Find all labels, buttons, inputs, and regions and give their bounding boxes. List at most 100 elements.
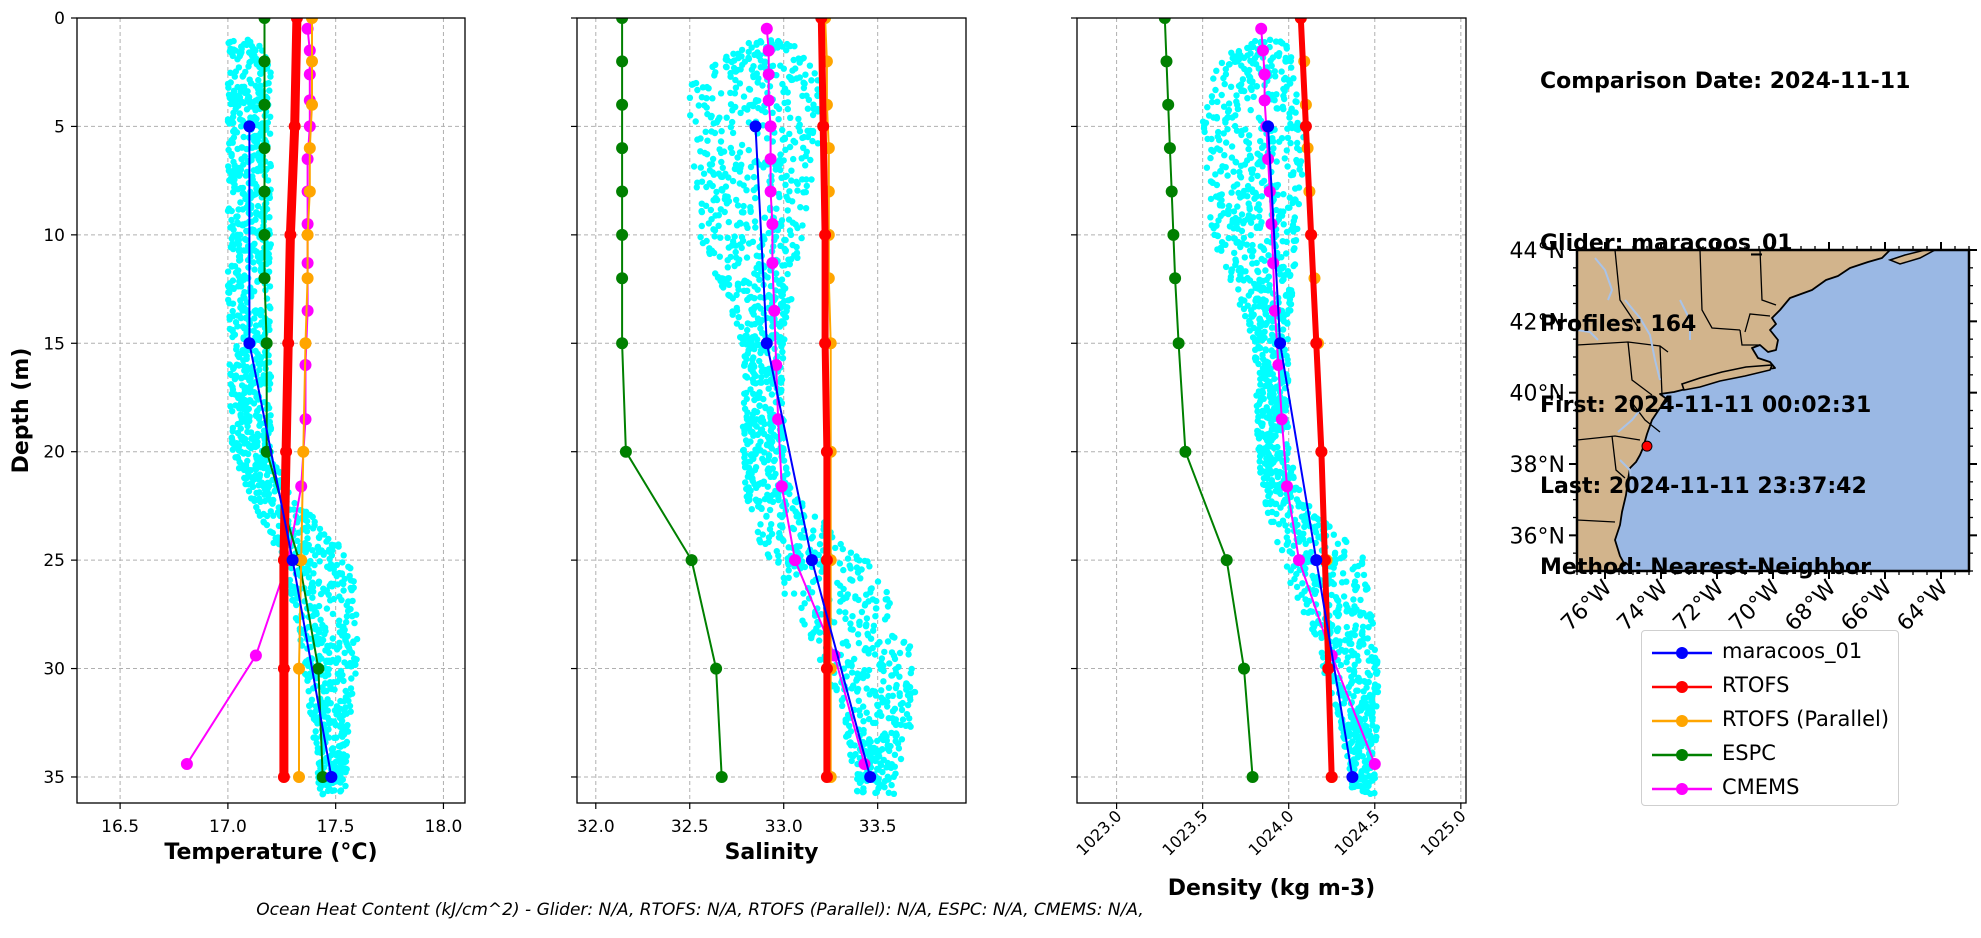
- scatter-point: [241, 153, 248, 160]
- scatter-point: [253, 104, 261, 111]
- scatter-point: [1341, 648, 1349, 655]
- scatter-point: [1251, 280, 1258, 288]
- scatter-point: [1267, 383, 1274, 390]
- scatter-point: [711, 233, 718, 240]
- scatter-point: [802, 162, 809, 169]
- scatter-point: [1340, 593, 1348, 600]
- scatter-point: [1269, 371, 1277, 378]
- scatter-point: [297, 547, 304, 555]
- scatter-point: [1345, 731, 1353, 739]
- scatter-point: [1356, 640, 1364, 647]
- scatter-point: [1351, 563, 1359, 570]
- scatter-point: [251, 288, 258, 295]
- scatter-point: [746, 495, 753, 503]
- scatter-point: [329, 610, 337, 618]
- scatter-point: [746, 86, 754, 93]
- scatter-point: [786, 143, 794, 151]
- scatter-point: [745, 347, 752, 354]
- series-espc-point: [258, 98, 271, 111]
- series-rtofs-parallel-point: [301, 228, 314, 241]
- series-maracoos-01-line: [754, 126, 872, 778]
- series-espc-point: [258, 142, 271, 155]
- scatter-point: [1232, 112, 1239, 119]
- scatter-point: [250, 167, 258, 174]
- scatter-point: [1223, 139, 1230, 146]
- scatter-point: [1247, 232, 1255, 239]
- scatter-point: [705, 220, 712, 227]
- scatter-point: [335, 656, 342, 664]
- series-espc-point: [616, 55, 629, 68]
- scatter-point: [253, 489, 260, 497]
- scatter-point: [881, 648, 888, 656]
- series-espc-point: [1172, 337, 1185, 350]
- info-spacer: [1540, 149, 1910, 176]
- scatter-point: [710, 171, 718, 178]
- scatter-point: [248, 495, 255, 502]
- scatter-point: [1287, 271, 1294, 279]
- scatter-point: [1271, 97, 1278, 104]
- scatter-point: [757, 438, 764, 445]
- scatter-point: [891, 751, 899, 758]
- series-rtofs-point: [1315, 445, 1328, 458]
- scatter-point: [245, 488, 253, 495]
- scatter-point: [247, 429, 255, 436]
- scatter-point: [251, 315, 258, 322]
- scatter-point: [757, 521, 764, 528]
- scatter-point: [247, 365, 254, 373]
- x-tick-label: 1023.5: [1158, 806, 1211, 859]
- scatter-point: [236, 312, 243, 319]
- scatter-point: [1268, 347, 1275, 354]
- scatter-point: [316, 652, 323, 660]
- scatter-point: [237, 425, 244, 432]
- x-tick-label: 1024.0: [1245, 806, 1298, 859]
- map: 44°N42°N40°N38°N36°N76°W74°W72°W70°W68°W…: [1510, 239, 1977, 636]
- scatter-point: [323, 587, 331, 594]
- scatter-point: [1215, 217, 1222, 224]
- scatter-point: [1293, 91, 1300, 98]
- scatter-point: [706, 245, 713, 252]
- scatter-point: [266, 283, 274, 290]
- scatter-point: [1358, 560, 1366, 568]
- scatter-point: [781, 99, 788, 107]
- scatter-point: [838, 697, 846, 704]
- scatter-point: [1227, 83, 1235, 91]
- series-cmems-point: [1263, 185, 1276, 198]
- scatter-point: [1348, 640, 1355, 647]
- scatter-point: [337, 787, 345, 794]
- scatter-point: [344, 633, 351, 640]
- x-axis-label: Salinity: [725, 840, 819, 865]
- scatter-point: [880, 696, 887, 704]
- scatter-point: [810, 101, 817, 108]
- scatter-point: [863, 685, 870, 692]
- scatter-point: [854, 688, 861, 695]
- series-espc-point: [1162, 98, 1175, 111]
- series-espc-point: [616, 98, 629, 111]
- scatter-point: [241, 235, 249, 243]
- scatter-point: [816, 629, 823, 636]
- scatter-point: [1288, 64, 1295, 71]
- scatter-point: [343, 618, 350, 626]
- scatter-point: [345, 697, 352, 704]
- scatter-point: [785, 567, 792, 574]
- map-features: [1577, 250, 1936, 571]
- scatter-point: [808, 176, 815, 183]
- x-tick-label: 32.0: [577, 817, 615, 837]
- scatter-point: [1343, 659, 1350, 666]
- scatter-point: [778, 292, 785, 300]
- scatter-point: [230, 245, 237, 253]
- scatter-point: [236, 254, 244, 262]
- scatter-point: [304, 523, 311, 530]
- scatter-point: [1274, 450, 1282, 457]
- scatter-point: [240, 357, 247, 364]
- scatter-point: [754, 286, 761, 293]
- series-maracoos-01-point: [243, 120, 256, 133]
- scatter-point: [874, 711, 881, 718]
- scatter-point: [748, 475, 755, 482]
- scatter-point: [856, 712, 864, 719]
- scatter-point: [1259, 351, 1266, 359]
- scatter-point: [864, 632, 872, 639]
- scatter-point: [731, 262, 738, 270]
- legend-label: RTOFS (Parallel): [1722, 707, 1890, 731]
- scatter-point: [1238, 211, 1246, 218]
- series-rtofs-point: [820, 771, 833, 783]
